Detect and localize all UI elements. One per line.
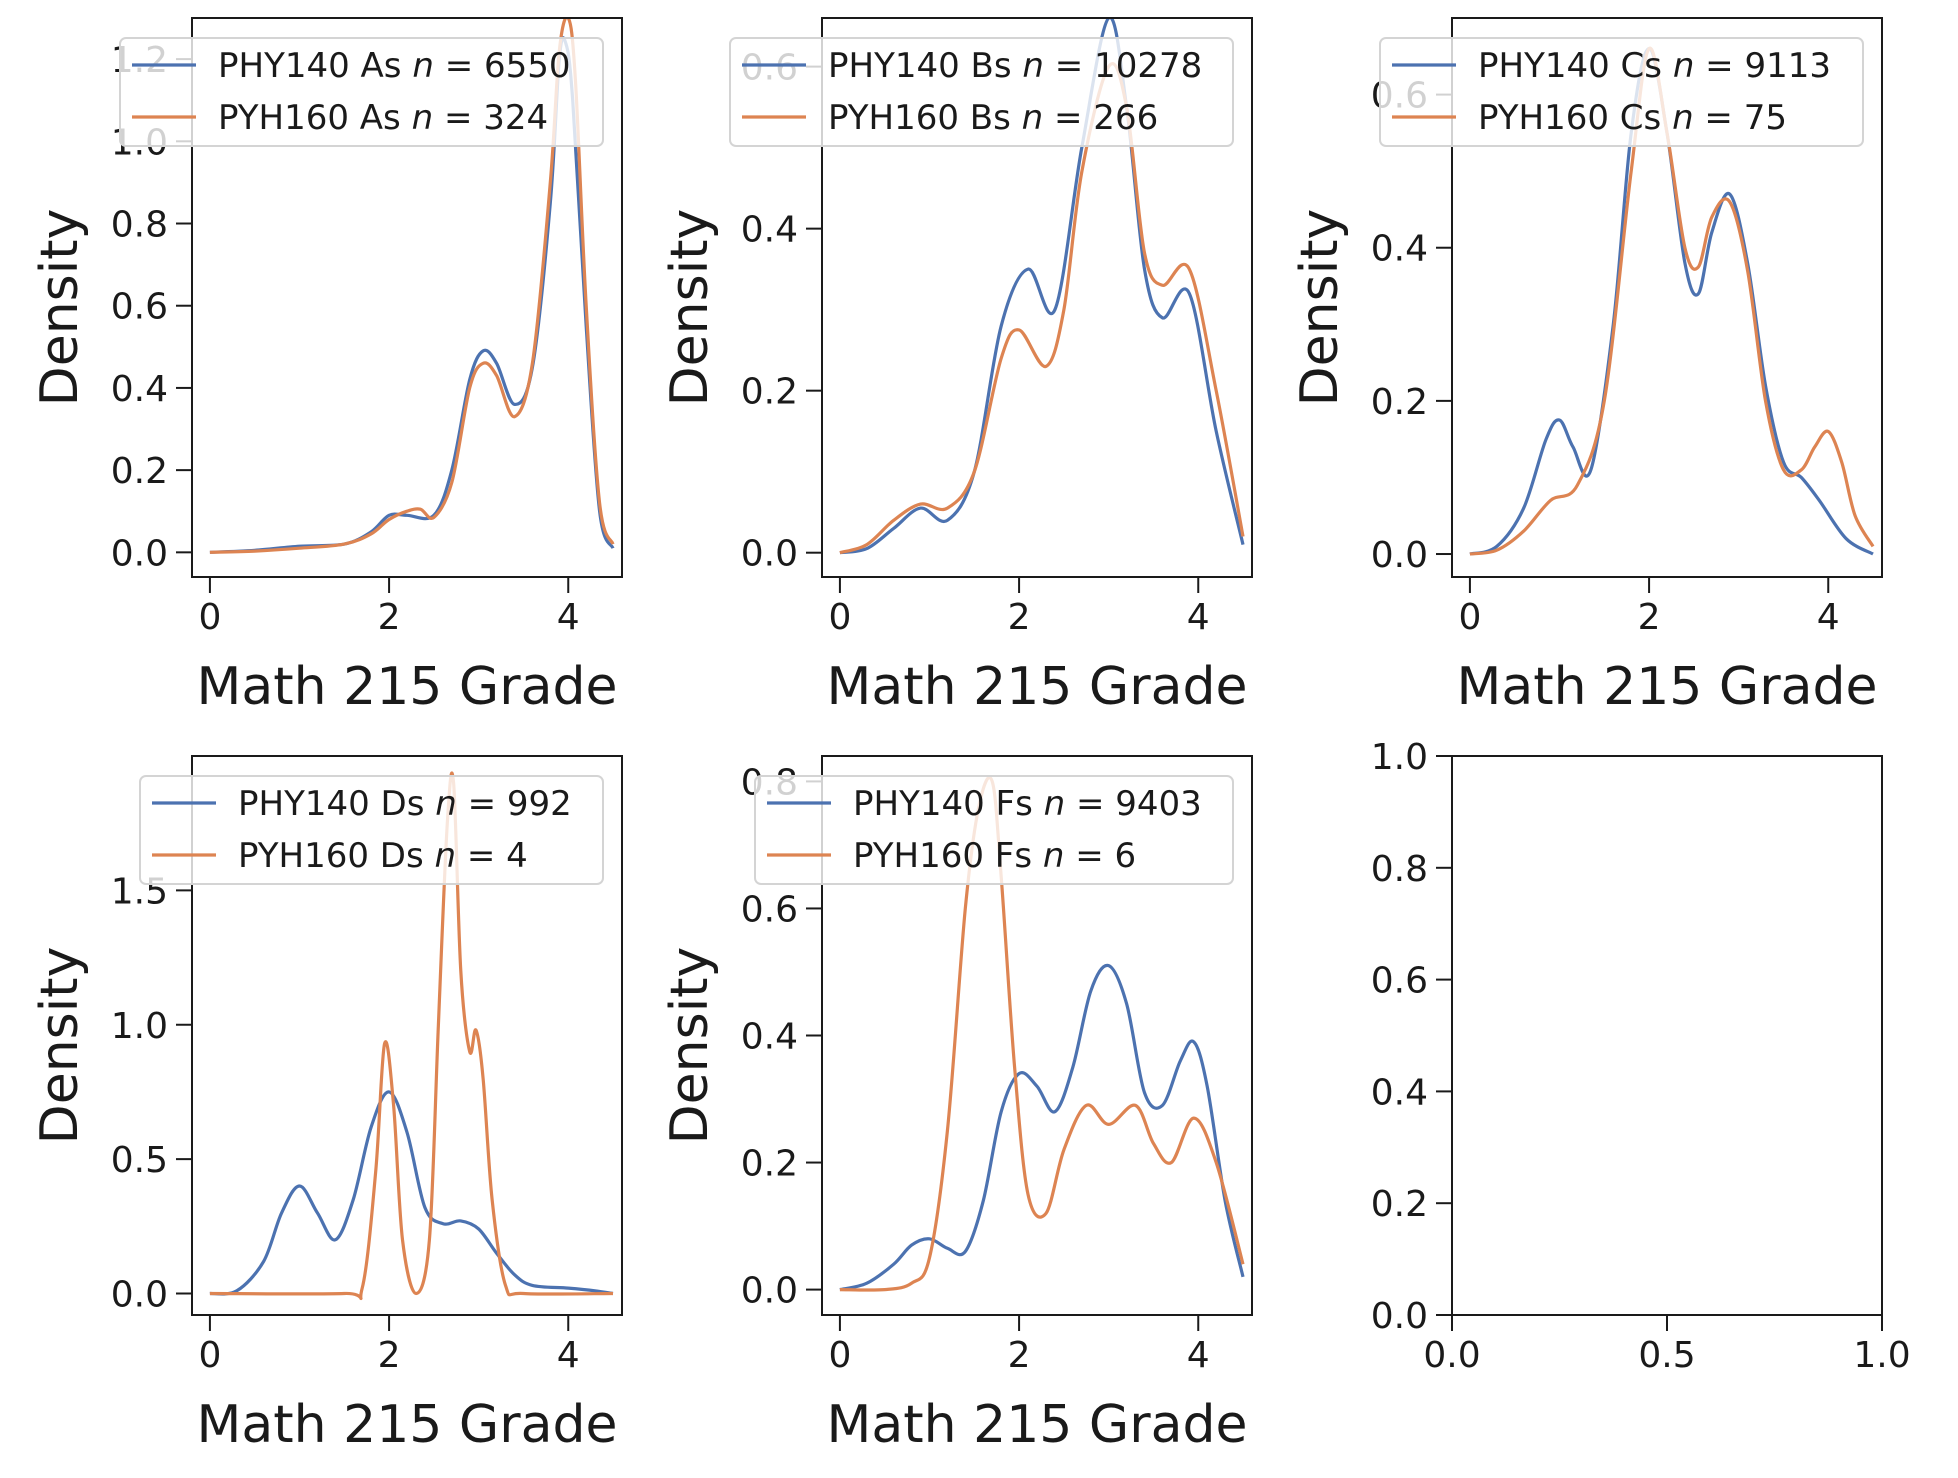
legend: PHY140 Fs n = 9403 PYH160 Fs n = 6 xyxy=(754,775,1234,885)
x-tick-label: 2 xyxy=(1008,1335,1031,1376)
y-tick-label: 0.6 xyxy=(741,889,798,930)
series-group xyxy=(839,775,1245,1292)
legend-entry: PYH160 As n = 324 xyxy=(218,98,548,138)
x-tick-label: 4 xyxy=(1187,597,1210,638)
legend-entry: PHY140 Ds n = 992 xyxy=(238,784,572,824)
legend-entry: PHY140 As n = 6550 xyxy=(218,46,571,86)
y-tick-label: 1.0 xyxy=(1371,737,1428,778)
legend-entry: PHY140 Cs n = 9113 xyxy=(1478,46,1831,86)
x-tick-label: 0.5 xyxy=(1638,1335,1695,1376)
x-tick-label: 2 xyxy=(1638,597,1661,638)
series-group xyxy=(839,18,1245,555)
y-tick-label: 0.0 xyxy=(741,534,798,575)
x-tick-label: 4 xyxy=(1817,597,1840,638)
legend-frame xyxy=(754,775,1234,885)
axes-frame xyxy=(1451,17,1883,578)
x-tick-label: 2 xyxy=(1008,597,1031,638)
y-tick-label: 0.4 xyxy=(1371,229,1428,270)
series-group xyxy=(209,771,614,1300)
x-axis-label: Math 215 Grade xyxy=(197,1395,618,1455)
series-line-phy140-fs xyxy=(839,963,1245,1292)
legend-entry: PYH160 Bs n = 266 xyxy=(828,98,1158,138)
y-tick-label: 0.8 xyxy=(1371,849,1428,890)
y-tick-label: 0.4 xyxy=(1371,1072,1428,1113)
y-tick-label: 0.4 xyxy=(741,210,798,251)
x-tick-label: 0 xyxy=(828,1335,851,1376)
legend-frame xyxy=(1379,37,1864,147)
legend: PHY140 Cs n = 9113 PYH160 Cs n = 75 xyxy=(1379,37,1864,147)
y-tick-label: 0.6 xyxy=(1371,961,1428,1002)
y-axis-label: Density xyxy=(30,947,90,1145)
panel-6: 0.0 0.5 1.0 0.0 0.2 0.4 0.6 0.8 1.0 xyxy=(1371,737,1911,1376)
legend-entry: PYH160 Cs n = 75 xyxy=(1478,98,1787,138)
axes-frame xyxy=(1451,755,1883,1316)
y-axis-label: Density xyxy=(660,947,720,1145)
series-line-phy140-bs xyxy=(839,18,1245,555)
x-tick-label: 4 xyxy=(557,1335,580,1376)
y-tick-label: 0.0 xyxy=(1371,535,1428,576)
x-tick-label: 2 xyxy=(378,597,401,638)
y-tick-label: 1.0 xyxy=(111,1006,168,1047)
y-tick-label: 0.0 xyxy=(111,1275,168,1316)
series-line-pyh160-bs xyxy=(839,62,1245,555)
y-tick-label: 0.2 xyxy=(111,451,168,492)
y-tick-label: 0.4 xyxy=(111,369,168,410)
y-axis-label: Density xyxy=(1290,209,1350,407)
y-tick-label: 0.2 xyxy=(741,372,798,413)
x-tick-label: 0 xyxy=(198,597,221,638)
legend: PHY140 Ds n = 992 PYH160 Ds n = 4 xyxy=(139,775,604,885)
legend: PHY140 As n = 6550 PYH160 As n = 324 xyxy=(119,37,604,147)
legend-entry: PHY140 Bs n = 10278 xyxy=(828,46,1202,86)
series-line-pyh160-ds xyxy=(209,771,614,1300)
y-tick-label: 0.2 xyxy=(1371,1184,1428,1225)
legend-entry: PYH160 Fs n = 6 xyxy=(853,836,1136,876)
y-tick-label: 0.0 xyxy=(111,533,168,574)
x-axis-label: Math 215 Grade xyxy=(1457,657,1878,717)
y-tick-label: 0.2 xyxy=(741,1144,798,1185)
x-tick-label: 2 xyxy=(378,1335,401,1376)
x-tick-label: 1.0 xyxy=(1853,1335,1910,1376)
legend-frame xyxy=(729,37,1234,147)
axes-frame xyxy=(191,17,623,578)
y-tick-label: 0.8 xyxy=(111,205,168,246)
series-line-pyh160-fs xyxy=(839,775,1245,1292)
x-tick-label: 0 xyxy=(198,1335,221,1376)
legend: PHY140 Bs n = 10278 PYH160 Bs n = 266 xyxy=(729,37,1234,147)
x-tick-label: 0 xyxy=(1458,597,1481,638)
y-axis-label: Density xyxy=(660,209,720,407)
x-tick-label: 4 xyxy=(1187,1335,1210,1376)
x-tick-label: 0 xyxy=(828,597,851,638)
y-tick-label: 0.0 xyxy=(741,1271,798,1312)
y-tick-label: 0.4 xyxy=(741,1017,798,1058)
y-tick-label: 0.0 xyxy=(1371,1296,1428,1337)
legend-frame xyxy=(119,37,604,147)
x-axis-label: Math 215 Grade xyxy=(827,1395,1248,1455)
legend-frame xyxy=(139,775,604,885)
axes-frame xyxy=(821,17,1253,578)
legend-entry: PYH160 Ds n = 4 xyxy=(238,836,528,876)
y-axis-label: Density xyxy=(30,209,90,407)
x-tick-label: 4 xyxy=(557,597,580,638)
x-tick-label: 0.0 xyxy=(1423,1335,1480,1376)
series-line-phy140-ds xyxy=(209,1090,614,1296)
y-tick-label: 0.2 xyxy=(1371,382,1428,423)
series-line-pyh160-cs xyxy=(1469,46,1875,556)
legend-entry: PHY140 Fs n = 9403 xyxy=(853,784,1202,824)
y-tick-label: 0.6 xyxy=(111,287,168,328)
x-axis-label: Math 215 Grade xyxy=(827,657,1248,717)
axes-frame xyxy=(191,755,623,1316)
y-tick-label: 0.5 xyxy=(111,1140,168,1181)
x-axis-label: Math 215 Grade xyxy=(197,657,618,717)
